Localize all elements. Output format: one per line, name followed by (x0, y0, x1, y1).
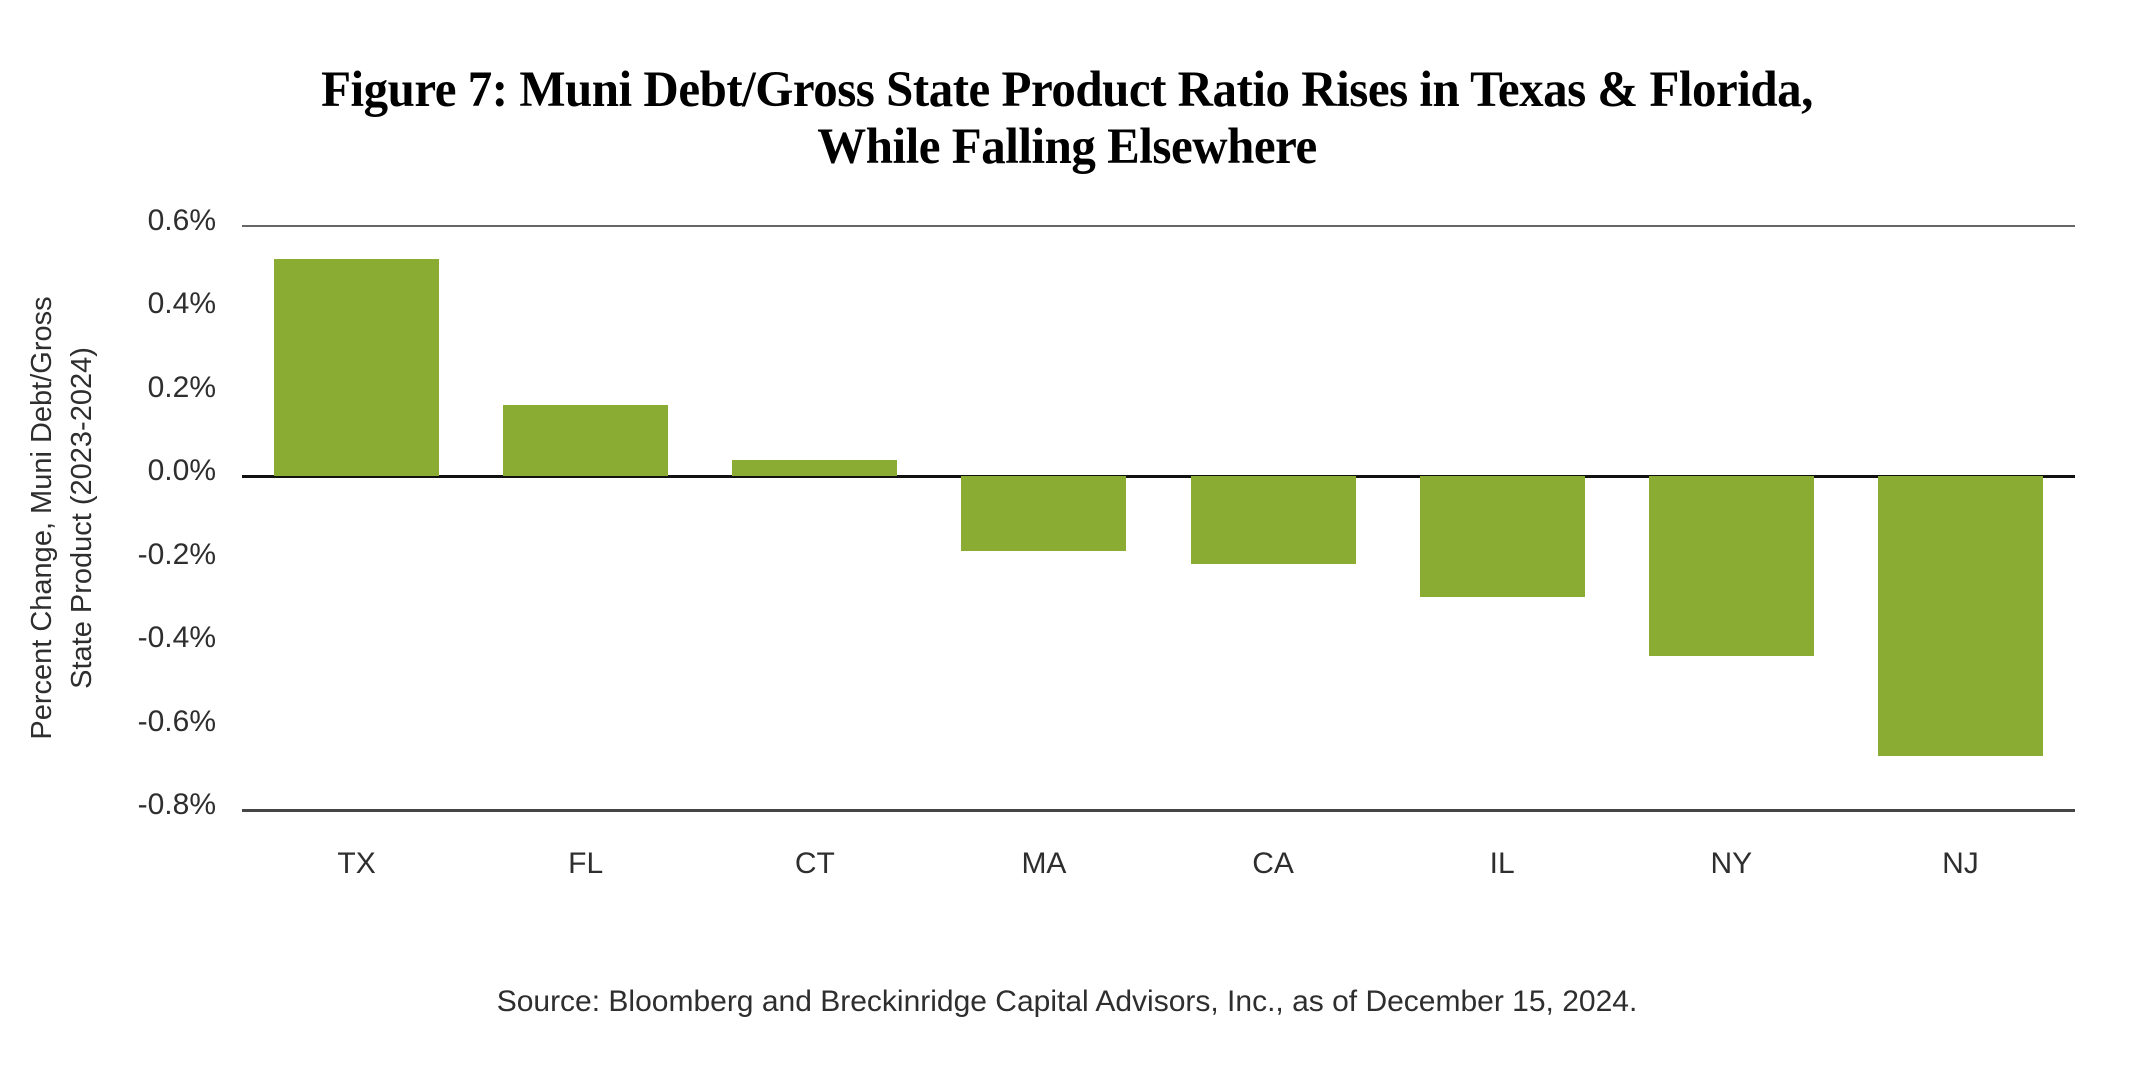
x-tick-label-ca: CA (1252, 847, 1294, 880)
bar-ma (961, 476, 1127, 552)
bar-fl (503, 405, 669, 477)
x-tick-label-tx: TX (337, 847, 376, 880)
x-tick-label-ct: CT (794, 847, 835, 880)
x-tick-label-ma: MA (1021, 847, 1067, 880)
source-note: Source: Bloomberg and Breckinridge Capit… (496, 985, 1638, 1018)
bar-ct (732, 459, 898, 477)
figure-title-line1: Figure 7: Muni Debt/Gross State Product … (321, 62, 1813, 119)
y-tick-label: 0.4% (147, 287, 216, 321)
top-axis-line (242, 225, 2075, 227)
figure-title-line2: While Falling Elsewhere (817, 119, 1317, 176)
figure-title: Figure 7: Muni Debt/Gross State Product … (0, 62, 2134, 176)
bar-il (1419, 476, 1585, 598)
y-tick-label: -0.4% (137, 621, 216, 655)
bar-nj (1877, 476, 2043, 756)
y-tick-label: 0.6% (147, 204, 216, 237)
zero-axis-line (242, 474, 2075, 478)
y-tick-label: -0.6% (137, 704, 216, 738)
y-tick-label: -0.2% (137, 537, 216, 571)
x-tick-label-il: IL (1489, 847, 1515, 880)
y-tick-label: 0.2% (147, 370, 216, 404)
x-tick-label-ny: NY (1710, 847, 1753, 880)
x-tick-label-nj: NJ (1942, 847, 1979, 880)
bar-ny (1648, 476, 1814, 656)
bar-tx (274, 259, 440, 477)
bottom-axis-line (242, 808, 2075, 812)
x-tick-label-fl: FL (568, 847, 604, 880)
y-tick-label: -0.8% (137, 788, 216, 821)
bar-ca (1190, 476, 1356, 564)
y-tick-label: 0.0% (147, 454, 216, 488)
